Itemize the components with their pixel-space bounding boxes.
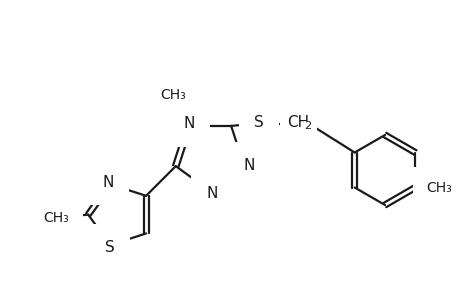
Text: CH: CH — [286, 116, 308, 130]
Text: 2: 2 — [303, 121, 311, 131]
Text: N: N — [183, 116, 194, 131]
Text: S: S — [254, 116, 263, 130]
Text: S: S — [105, 240, 115, 255]
Text: CH₃: CH₃ — [43, 211, 69, 225]
Text: N: N — [102, 175, 114, 190]
Text: N: N — [206, 185, 217, 200]
Text: CH₃: CH₃ — [425, 181, 451, 194]
Text: CH₃: CH₃ — [160, 88, 185, 102]
Text: N: N — [243, 158, 254, 172]
